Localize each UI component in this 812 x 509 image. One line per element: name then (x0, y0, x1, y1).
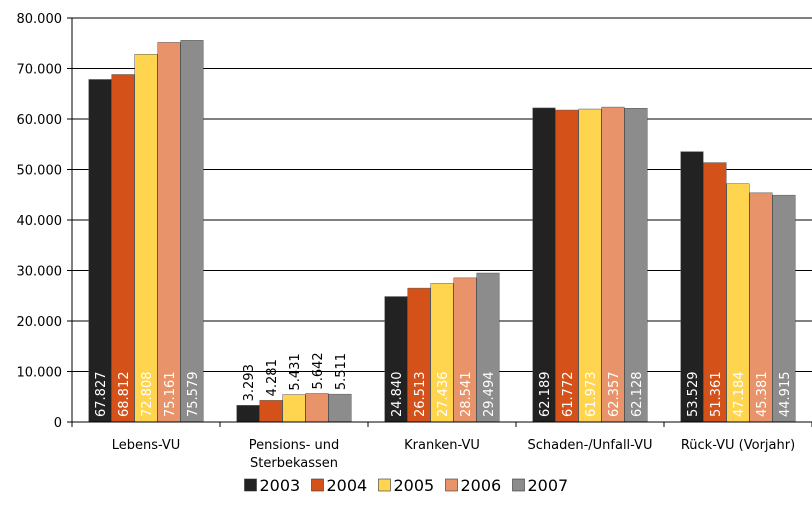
bar-2007-1 (328, 393, 352, 423)
bar-2004-1 (259, 400, 283, 423)
legend-swatch-2004 (311, 478, 324, 492)
y-tick-label: 80.000 (17, 12, 63, 27)
data-labels: 67.827 68.812 72.808 75.161 75.579 3.293 4.281… (94, 352, 793, 417)
bar-2006-1 (305, 393, 329, 423)
y-tick-label: 20.000 (17, 315, 63, 330)
legend-swatch-2006 (445, 478, 458, 492)
data-label: 67.827 (94, 372, 109, 418)
data-label: 61.772 (561, 372, 576, 418)
legend-swatch-2007 (512, 478, 525, 492)
legend-swatch-2005 (378, 478, 391, 492)
data-label: 53.529 (686, 372, 701, 418)
x-category-label: Schaden-/Unfall-VU (527, 438, 652, 453)
legend-label: 2005 (394, 476, 435, 495)
y-tick-label: 60.000 (17, 113, 63, 128)
y-axis: 0 10.000 20.000 30.000 40.000 50.000 60.000 70.… (17, 12, 73, 431)
data-label: 29.494 (482, 372, 497, 418)
bar-2006-0 (157, 42, 181, 423)
data-label: 62.357 (607, 372, 622, 418)
data-label: 4.281 (265, 359, 280, 396)
data-label: 45.381 (755, 372, 770, 418)
bar-2004-0 (111, 74, 135, 423)
data-label: 3.293 (242, 364, 257, 401)
y-tick-label: 10.000 (17, 366, 63, 381)
data-label: 68.812 (117, 372, 132, 418)
bar-2007-0 (180, 40, 204, 423)
data-label: 5.431 (288, 353, 303, 390)
legend-label: 2006 (461, 476, 502, 495)
x-category-label: Sterbekassen (250, 456, 338, 471)
data-label: 24.840 (390, 372, 405, 418)
data-label: 5.642 (311, 352, 326, 389)
data-label: 5.511 (334, 353, 349, 390)
legend-label: 2007 (528, 476, 569, 495)
legend-label: 2003 (260, 476, 301, 495)
y-tick-label: 50.000 (17, 164, 63, 179)
x-category-label: Rück-VU (Vorjahr) (681, 438, 795, 453)
x-category-label: Pensions- und (249, 438, 340, 453)
bar-2005-0 (134, 54, 158, 423)
data-label: 26.513 (413, 372, 428, 418)
data-label: 61.973 (584, 372, 599, 418)
x-axis: Lebens-VU Pensions- und Sterbekassen Kranke… (71, 421, 812, 471)
y-tick-label: 30.000 (17, 265, 63, 280)
x-category-label: Kranken-VU (404, 438, 480, 453)
data-label: 75.161 (163, 372, 178, 418)
legend: 2003 2004 2005 2006 2007 (244, 476, 569, 495)
data-label: 75.579 (186, 372, 201, 418)
data-label: 27.436 (436, 372, 451, 418)
x-category-label: Lebens-VU (112, 438, 181, 453)
data-label: 72.808 (140, 372, 155, 418)
data-label: 51.361 (709, 372, 724, 418)
bar-2005-1 (282, 394, 306, 423)
y-tick-label: 70.000 (17, 63, 63, 78)
data-label: 62.189 (538, 372, 553, 418)
bar-2003-0 (88, 79, 112, 423)
bars (88, 40, 796, 423)
legend-swatch-2003 (244, 478, 257, 492)
y-tick-label: 40.000 (17, 214, 63, 229)
bar-2003-1 (236, 405, 260, 423)
data-label: 44.915 (778, 372, 793, 418)
data-label: 62.128 (630, 372, 645, 418)
data-label: 28.541 (459, 372, 474, 418)
data-label: 47.184 (732, 372, 747, 418)
legend-label: 2004 (327, 476, 368, 495)
y-tick-label: 0 (54, 416, 62, 431)
